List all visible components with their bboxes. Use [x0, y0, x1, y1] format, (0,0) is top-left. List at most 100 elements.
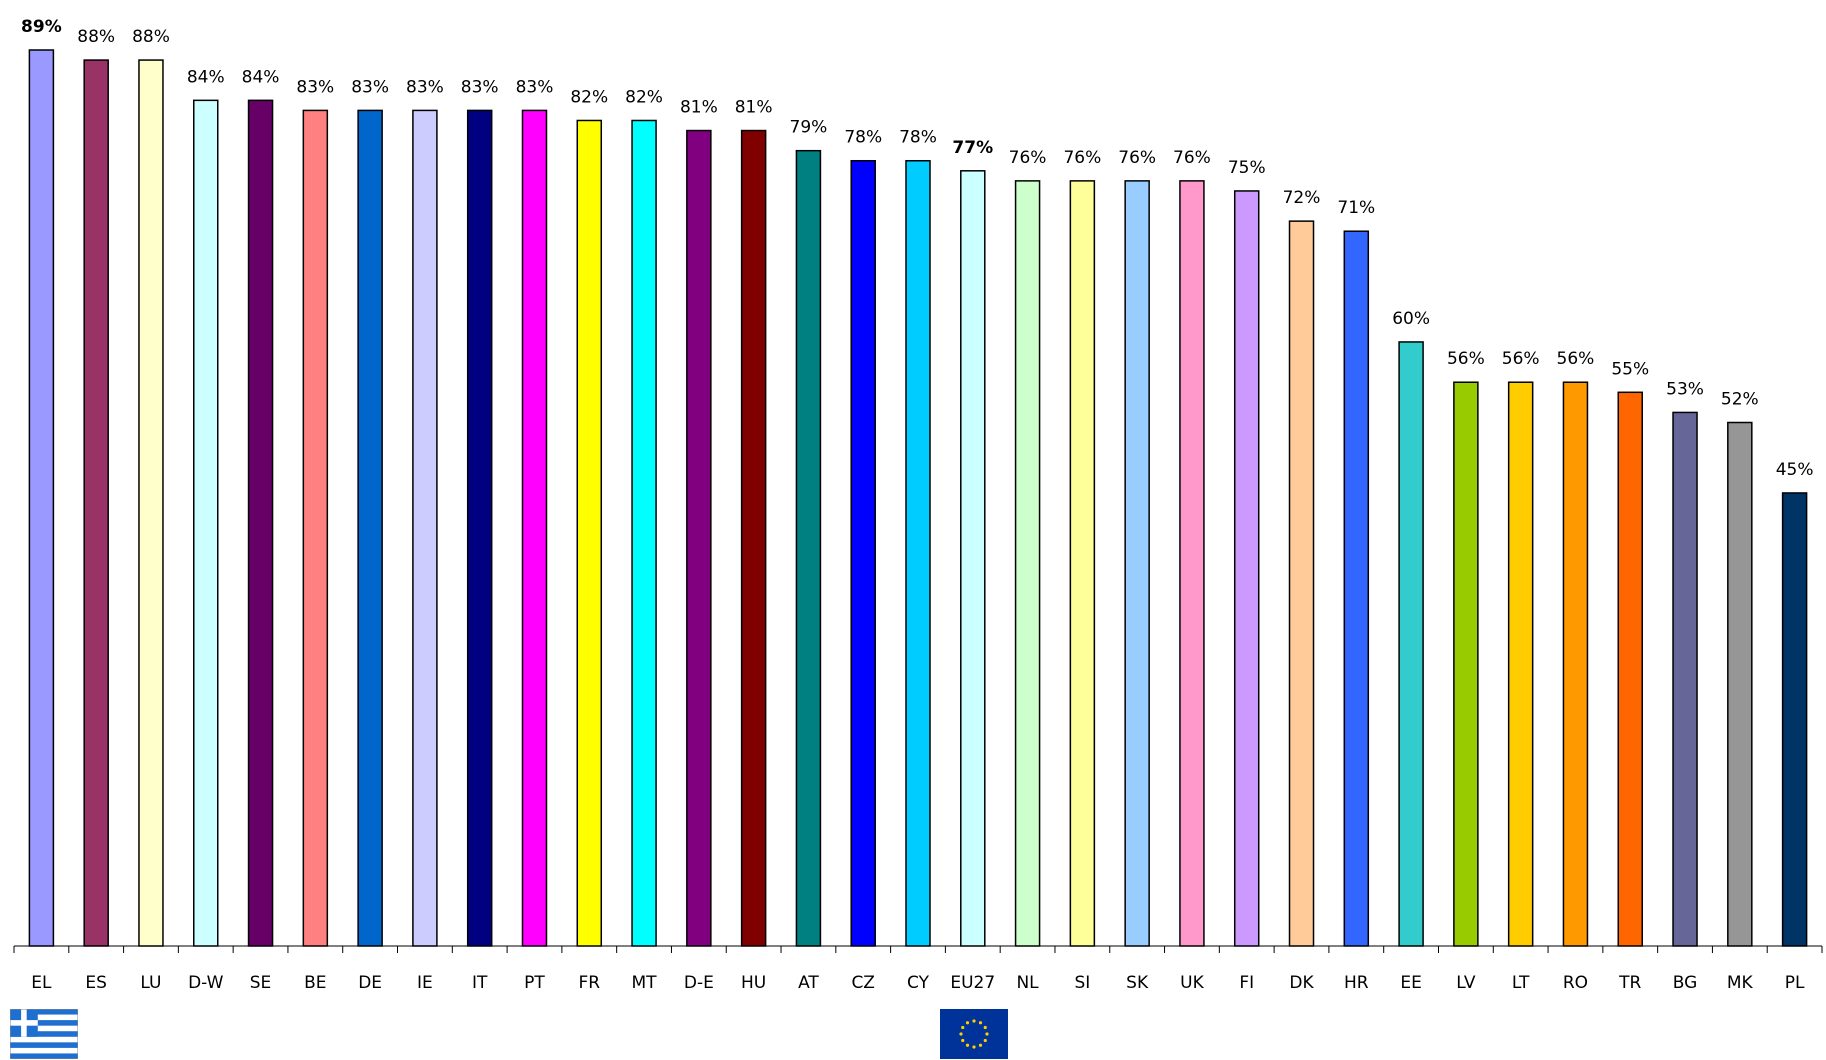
eu-star	[978, 1043, 983, 1047]
value-label-fr: 82%	[570, 87, 608, 107]
value-label-hr: 71%	[1337, 198, 1375, 218]
eu-star	[983, 1025, 987, 1030]
bar-sk	[1124, 180, 1150, 947]
bar-uk	[1179, 180, 1205, 947]
value-label-ie: 83%	[406, 77, 444, 97]
value-label-ee: 60%	[1392, 309, 1430, 329]
category-label-lt: LT	[1512, 973, 1530, 993]
bars-group	[28, 49, 1808, 947]
value-label-lu: 88%	[132, 27, 170, 47]
value-label-it: 83%	[461, 77, 499, 97]
eu-flag-icon	[940, 1009, 1008, 1059]
eu-star	[959, 1032, 963, 1036]
value-label-bg: 53%	[1666, 379, 1704, 399]
eu-star	[983, 1038, 987, 1043]
x-axis-ticks	[13, 946, 1823, 953]
bar-pt	[521, 109, 548, 947]
category-label-se: SE	[250, 973, 272, 993]
category-label-nl: NL	[1016, 973, 1039, 993]
bar-mk	[1727, 421, 1753, 947]
bar-de	[357, 109, 383, 947]
value-label-es: 88%	[77, 27, 115, 47]
value-label-de: 83%	[351, 77, 389, 97]
bar-d-w	[193, 99, 219, 947]
value-label-pl: 45%	[1776, 460, 1814, 480]
category-label-d-e: D-E	[684, 973, 714, 993]
value-label-lt: 56%	[1502, 349, 1540, 369]
value-label-uk: 76%	[1173, 148, 1211, 168]
category-label-be: BE	[304, 973, 326, 993]
category-label-cz: CZ	[851, 973, 875, 993]
bar-cz	[850, 159, 876, 947]
bar-it	[466, 109, 493, 947]
value-label-cz: 78%	[844, 128, 882, 148]
value-label-mt: 82%	[625, 87, 663, 107]
category-labels-group: EL ES LU D-W SE BE DE IE IT PT FR MT D-E HU AT CZ CY EU27…	[31, 973, 1805, 993]
category-label-hu: HU	[741, 973, 766, 993]
value-label-dk: 72%	[1283, 188, 1321, 208]
category-label-ro: RO	[1563, 973, 1588, 993]
value-label-si: 76%	[1063, 148, 1101, 168]
category-label-ie: IE	[417, 973, 433, 993]
category-label-lv: LV	[1456, 973, 1476, 993]
value-label-be: 83%	[296, 77, 334, 97]
category-label-tr: TR	[1618, 973, 1641, 993]
eu-star	[972, 1045, 976, 1049]
category-label-pl: PL	[1785, 973, 1805, 993]
eu-star	[961, 1025, 965, 1030]
bar-si	[1069, 180, 1096, 947]
value-label-el: 89%	[21, 17, 62, 37]
bar-hu	[740, 129, 767, 947]
category-label-pt: PT	[524, 973, 545, 993]
eu-star	[961, 1038, 965, 1043]
eu-star	[985, 1032, 989, 1036]
category-label-sk: SK	[1126, 973, 1149, 993]
value-label-d-e: 81%	[680, 98, 718, 118]
bar-nl	[1014, 180, 1041, 947]
value-label-fi: 75%	[1228, 158, 1266, 178]
bar-be	[302, 109, 329, 947]
bar-at	[795, 149, 822, 947]
category-label-ee: EE	[1400, 973, 1421, 993]
value-label-mk: 52%	[1721, 389, 1759, 409]
bar-cy	[905, 159, 931, 947]
bar-tr	[1617, 391, 1643, 947]
bar-eu27	[960, 170, 986, 947]
bar-es	[83, 59, 109, 947]
value-label-d-w: 84%	[187, 67, 225, 87]
bar-mt	[631, 119, 657, 947]
category-label-lu: LU	[140, 973, 161, 993]
bar-pl	[1781, 492, 1808, 947]
greek-flag-icon	[10, 1009, 78, 1059]
bar-se	[247, 99, 274, 947]
bar-lu	[138, 59, 164, 947]
value-label-tr: 55%	[1611, 359, 1649, 379]
category-label-hr: HR	[1344, 973, 1369, 993]
value-label-nl: 76%	[1009, 148, 1047, 168]
value-label-at: 79%	[790, 118, 828, 138]
category-label-uk: UK	[1180, 973, 1204, 993]
category-label-eu27: EU27	[950, 973, 995, 993]
category-label-el: EL	[31, 973, 52, 993]
value-label-pt: 83%	[516, 77, 554, 97]
value-label-se: 84%	[242, 67, 280, 87]
bar-hr	[1343, 230, 1370, 947]
category-label-mt: MT	[632, 973, 658, 993]
bar-el	[28, 49, 55, 947]
value-label-cy: 78%	[899, 128, 937, 148]
value-labels-group: 89% 88% 88% 84% 84% 83% 83% 83% 83% 83% 82% 82% 81% 8…	[21, 17, 1813, 480]
category-label-cy: CY	[907, 973, 930, 993]
eu-star	[965, 1021, 970, 1025]
eu-star	[972, 1019, 976, 1023]
bar-ro	[1562, 381, 1589, 947]
bar-lv	[1453, 381, 1479, 947]
category-label-bg: BG	[1673, 973, 1698, 993]
category-label-it: IT	[472, 973, 488, 993]
bar-ee	[1398, 341, 1424, 947]
bar-bg	[1672, 411, 1698, 947]
value-label-eu27: 77%	[952, 138, 993, 158]
category-label-fr: FR	[578, 973, 600, 993]
category-label-at: AT	[798, 973, 819, 993]
bar-fr	[576, 119, 603, 947]
